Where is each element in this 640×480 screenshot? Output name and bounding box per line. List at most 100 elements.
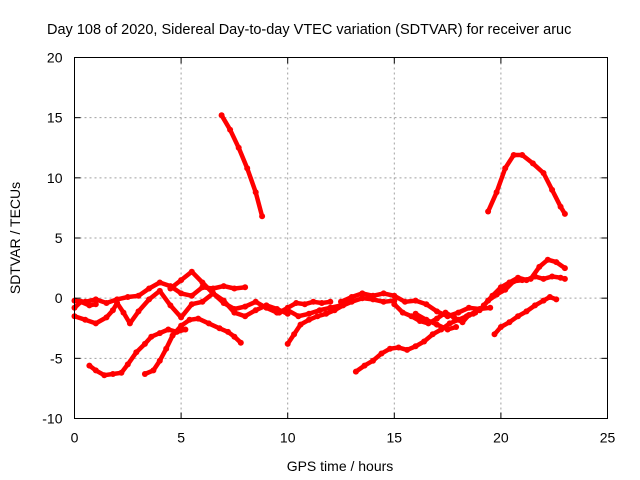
- data-point: [301, 301, 308, 308]
- data-point: [391, 292, 398, 299]
- data-point: [267, 304, 274, 311]
- data-point: [549, 273, 556, 280]
- data-point: [205, 320, 212, 327]
- data-point: [109, 307, 116, 314]
- data-point: [133, 349, 140, 356]
- series-track-1: [218, 112, 266, 220]
- data-point: [252, 307, 259, 314]
- data-point: [455, 316, 462, 323]
- data-point: [186, 316, 193, 323]
- chart-title: Day 108 of 2020, Sidereal Day-to-day VTE…: [47, 22, 571, 38]
- data-point: [348, 294, 355, 300]
- data-point: [220, 300, 227, 306]
- x-axis-label: GPS time / hours: [287, 458, 394, 474]
- data-point: [380, 290, 387, 297]
- data-point: [146, 285, 153, 292]
- x-tick-label: 15: [387, 430, 403, 446]
- data-point: [199, 298, 206, 305]
- data-point: [291, 331, 298, 338]
- data-point: [178, 322, 185, 329]
- x-tick-label: 0: [71, 430, 79, 446]
- data-point: [540, 297, 547, 304]
- data-point: [242, 284, 249, 291]
- data-point: [515, 274, 521, 281]
- data-point: [470, 310, 477, 317]
- data-point: [92, 296, 99, 303]
- data-point: [114, 300, 121, 306]
- data-point: [188, 301, 195, 308]
- data-point: [242, 313, 249, 320]
- x-tick-label: 20: [493, 430, 509, 446]
- series-track-14: [412, 310, 460, 333]
- data-point: [276, 309, 283, 316]
- data-point: [178, 277, 185, 284]
- data-point: [557, 203, 564, 210]
- data-point: [252, 298, 259, 305]
- data-point: [182, 326, 189, 333]
- series-track-13: [352, 310, 477, 375]
- data-point: [178, 290, 185, 297]
- data-point: [412, 310, 419, 317]
- data-point: [165, 326, 172, 333]
- series-line: [72, 299, 99, 311]
- data-point: [491, 331, 498, 338]
- data-point: [433, 308, 440, 315]
- data-point: [146, 296, 153, 303]
- data-point: [429, 331, 436, 338]
- data-point: [284, 304, 291, 311]
- data-point: [553, 259, 560, 266]
- data-point: [124, 294, 131, 300]
- series-track-17: [491, 294, 560, 338]
- x-tick-label: 5: [177, 430, 185, 446]
- data-point: [314, 313, 321, 320]
- data-point: [561, 210, 568, 217]
- data-point: [295, 313, 302, 320]
- data-point: [77, 298, 84, 305]
- data-point: [82, 316, 89, 323]
- data-point: [101, 372, 108, 379]
- data-point: [561, 265, 568, 272]
- data-point: [546, 294, 553, 300]
- data-point: [455, 309, 462, 316]
- data-point: [210, 290, 217, 297]
- data-point: [218, 112, 225, 119]
- data-point: [163, 345, 170, 352]
- data-point: [352, 368, 359, 375]
- data-point: [463, 313, 470, 320]
- y-tick-label: 15: [47, 110, 63, 126]
- data-point: [331, 307, 338, 314]
- data-point: [519, 152, 526, 158]
- data-point: [156, 357, 163, 364]
- data-point: [433, 321, 440, 328]
- data-point: [323, 310, 330, 317]
- data-point: [359, 295, 366, 302]
- data-point: [86, 302, 93, 309]
- data-point: [536, 263, 543, 270]
- data-point: [126, 320, 133, 327]
- data-point: [263, 304, 270, 311]
- y-tick-label: 20: [47, 50, 63, 66]
- data-point: [135, 292, 142, 299]
- data-point: [506, 279, 513, 286]
- data-point: [156, 330, 163, 337]
- data-point: [553, 296, 560, 303]
- data-point: [103, 314, 110, 321]
- data-point: [391, 301, 398, 308]
- data-point: [444, 326, 451, 333]
- data-point: [92, 320, 99, 327]
- data-point: [216, 325, 223, 332]
- data-point: [378, 350, 385, 357]
- data-point: [244, 165, 251, 172]
- data-point: [529, 160, 536, 167]
- y-tick-label: 5: [55, 230, 63, 246]
- data-point: [523, 308, 530, 315]
- data-point: [293, 300, 300, 306]
- data-point: [169, 332, 176, 339]
- data-point: [515, 313, 521, 320]
- data-point: [446, 320, 453, 327]
- data-point: [497, 284, 504, 291]
- data-point: [485, 208, 492, 215]
- data-point: [135, 308, 142, 315]
- data-point: [120, 309, 127, 316]
- data-point: [259, 213, 266, 220]
